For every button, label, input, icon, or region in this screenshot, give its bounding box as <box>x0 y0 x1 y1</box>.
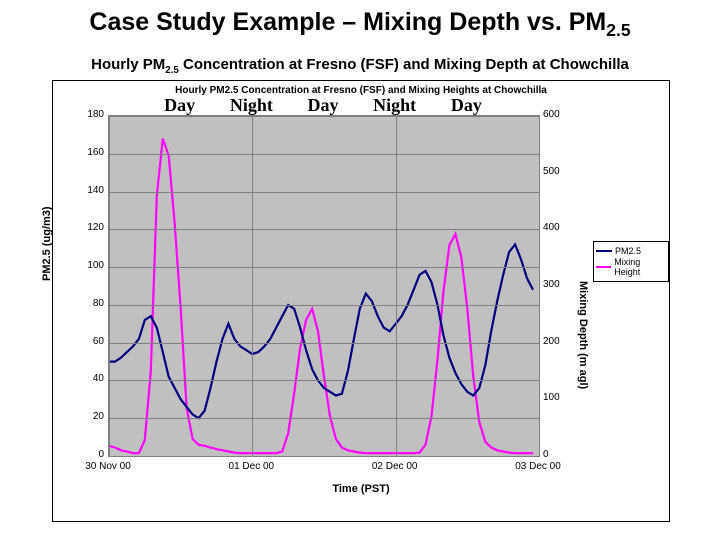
y1-tick-label: 80 <box>59 298 104 309</box>
legend-row-mix: Mixing Height <box>596 257 666 277</box>
legend-label-pm25: PM2.5 <box>615 246 641 256</box>
dn-label: Night <box>230 95 273 116</box>
dn-label: Day <box>451 95 482 116</box>
chart-container: Hourly PM2.5 Concentration at Fresno (FS… <box>52 80 670 522</box>
y1-tick-label: 60 <box>59 336 104 347</box>
y1-axis-title: PM2.5 (ug/m3) <box>41 206 53 281</box>
mixing-height-line <box>109 139 533 454</box>
legend-swatch-mix <box>596 266 611 268</box>
y2-tick-label: 0 <box>543 449 583 460</box>
dn-label: Day <box>164 95 195 116</box>
dn-label: Night <box>373 95 416 116</box>
legend: PM2.5 Mixing Height <box>593 241 669 282</box>
y1-tick-label: 100 <box>59 260 104 271</box>
dn-label: Day <box>308 95 339 116</box>
legend-swatch-pm25 <box>596 250 612 252</box>
slide-title-text: Case Study Example – Mixing Depth vs. PM… <box>89 8 630 36</box>
y2-tick-label: 100 <box>543 392 583 403</box>
x-tick-label: 01 Dec 00 <box>229 461 275 472</box>
y2-tick-label: 500 <box>543 166 583 177</box>
y1-tick-label: 140 <box>59 185 104 196</box>
x-tick-label: 02 Dec 00 <box>372 461 418 472</box>
chart-svg <box>109 116 539 456</box>
y2-tick-label: 300 <box>543 279 583 290</box>
plot-area <box>108 115 540 457</box>
x-axis-title: Time (PST) <box>53 483 669 495</box>
y1-tick-label: 40 <box>59 373 104 384</box>
y1-tick-label: 0 <box>59 449 104 460</box>
y1-tick-label: 180 <box>59 109 104 120</box>
y2-tick-label: 400 <box>543 222 583 233</box>
y1-tick-label: 120 <box>59 222 104 233</box>
y1-tick-label: 20 <box>59 411 104 422</box>
slide-title: Case Study Example – Mixing Depth vs. PM… <box>0 8 720 41</box>
x-tick-label: 30 Nov 00 <box>85 461 131 472</box>
day-night-labels: Day Night Day Night Day <box>108 95 538 115</box>
y2-tick-label: 200 <box>543 336 583 347</box>
subtitle: Hourly PM2.5 Concentration at Fresno (FS… <box>0 56 720 76</box>
legend-row-pm25: PM2.5 <box>596 246 666 256</box>
x-tick-label: 03 Dec 00 <box>515 461 561 472</box>
legend-label-mix: Mixing Height <box>614 257 666 277</box>
subtitle-text: Hourly PM2.5 Concentration at Fresno (FS… <box>91 56 629 73</box>
y1-tick-label: 160 <box>59 147 104 158</box>
y2-tick-label: 600 <box>543 109 583 120</box>
